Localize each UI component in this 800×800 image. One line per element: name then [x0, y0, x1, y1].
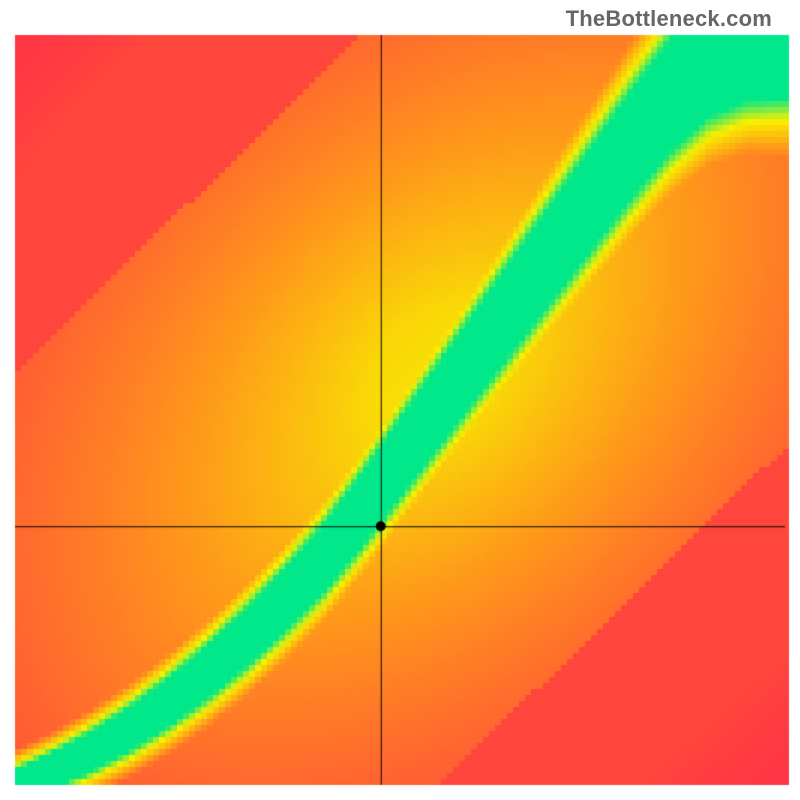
bottleneck-heatmap [0, 0, 800, 800]
watermark-text: TheBottleneck.com [566, 6, 772, 32]
